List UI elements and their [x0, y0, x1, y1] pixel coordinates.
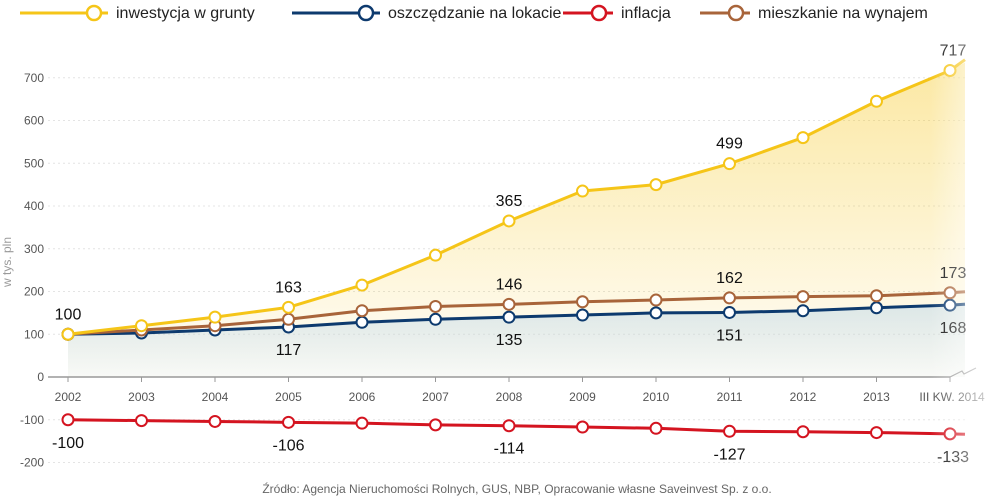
series-line-mieszkanie-na-wynajem — [67, 290, 966, 336]
point-mieszkanie-na-wynajem-5 — [429, 299, 442, 313]
point-inflacja-0 — [61, 413, 75, 427]
legend-marker-inwestycja-w-grunty — [85, 4, 103, 22]
point-oszczedzanie-na-lokacie-8 — [649, 306, 663, 320]
point-oszczedzanie-na-lokacie-6 — [502, 310, 516, 324]
point-inwestycja-w-grunty-11 — [870, 94, 883, 108]
x-tick-label: 2005 — [275, 390, 302, 404]
x-tick-label: 2003 — [128, 390, 155, 404]
point-inwestycja-w-grunty-5 — [429, 248, 442, 262]
point-oszczedzanie-na-lokacie-5 — [429, 312, 442, 326]
point-inwestycja-w-grunty-2 — [208, 310, 222, 324]
y-tick-label: -100 — [20, 413, 44, 427]
series-line-oszczedzanie-na-lokacie — [67, 302, 966, 336]
data-label-mieszkanie-na-wynajem: 146 — [496, 276, 523, 293]
data-label-inwestycja-w-grunty: 163 — [275, 279, 302, 296]
point-mieszkanie-na-wynajem-9 — [723, 291, 736, 305]
point-mieszkanie-na-wynajem-4 — [355, 304, 369, 318]
legend-label-inwestycja-w-grunty: inwestycja w grunty — [116, 5, 255, 22]
point-inflacja-4 — [355, 416, 369, 430]
legend-label-oszczedzanie-na-lokacie: oszczędzanie na lokacie — [388, 5, 562, 22]
legend-marker-inflacja — [590, 4, 608, 22]
point-oszczedzanie-na-lokacie-7 — [576, 308, 589, 322]
legend-marker-oszczedzanie-na-lokacie — [357, 4, 375, 22]
data-label-inwestycja-w-grunty: 365 — [496, 193, 523, 210]
point-oszczedzanie-na-lokacie-10 — [796, 304, 810, 318]
data-label-inflacja: -100 — [52, 435, 84, 452]
point-mieszkanie-na-wynajem-3 — [282, 312, 295, 326]
x-tick-label: 2006 — [349, 390, 376, 404]
x-tick-label: 2013 — [863, 390, 890, 404]
x-tick-label: 2011 — [717, 390, 743, 404]
point-inwestycja-w-grunty-1 — [135, 319, 148, 333]
x-tick-label: 2004 — [202, 390, 229, 404]
y-tick-label: 700 — [24, 71, 44, 85]
y-tick-label: 300 — [24, 242, 44, 256]
point-inflacja-7 — [576, 420, 589, 434]
point-oszczedzanie-na-lokacie-4 — [355, 315, 369, 329]
point-mieszkanie-na-wynajem-6 — [502, 297, 516, 311]
point-inwestycja-w-grunty-0 — [61, 327, 75, 341]
point-inflacja-11 — [870, 426, 883, 440]
data-label-inflacja: -114 — [494, 441, 525, 458]
legend: inwestycja w grunty oszczędzanie na lokac… — [20, 4, 928, 22]
point-inflacja-6 — [502, 419, 516, 433]
point-inflacja-10 — [796, 425, 810, 439]
point-inflacja-1 — [135, 414, 148, 428]
y-tick-label: 200 — [24, 285, 44, 299]
data-label-mieszkanie-na-wynajem: 162 — [716, 270, 743, 287]
legend-label-inflacja: inflacja — [621, 5, 671, 22]
y-tick-label: -200 — [20, 456, 44, 470]
x-tick-label: 2008 — [496, 390, 523, 404]
data-label-oszczedzanie-na-lokacie: 117 — [276, 342, 302, 359]
y-tick-label: 100 — [24, 327, 44, 341]
point-inflacja-3 — [282, 415, 295, 429]
data-label-inwestycja-w-grunty: 499 — [716, 136, 743, 153]
legend-marker-mieszkanie-na-wynajem — [727, 4, 745, 22]
point-mieszkanie-na-wynajem-11 — [870, 289, 883, 303]
point-mieszkanie-na-wynajem-8 — [649, 293, 663, 307]
y-tick-label: 500 — [24, 156, 44, 170]
point-inwestycja-w-grunty-9 — [723, 157, 736, 171]
x-tick-label: 2002 — [55, 390, 82, 404]
data-label-inwestycja-w-grunty: 100 — [55, 306, 82, 323]
point-inwestycja-w-grunty-4 — [355, 278, 369, 292]
point-inflacja-2 — [208, 414, 222, 428]
point-inwestycja-w-grunty-7 — [576, 184, 589, 198]
y-tick-label: 0 — [37, 370, 44, 384]
y-tick-label: 600 — [24, 114, 44, 128]
point-inflacja-5 — [429, 418, 442, 432]
y-tick-label: 400 — [24, 199, 44, 213]
point-inflacja-9 — [723, 424, 736, 438]
x-tick-label: 2009 — [569, 390, 596, 404]
x-tick-label: 2012 — [790, 390, 817, 404]
area-fill-oszczedzanie-na-lokacie — [68, 302, 965, 377]
point-oszczedzanie-na-lokacie-9 — [723, 305, 736, 319]
point-oszczedzanie-na-lokacie-11 — [870, 301, 883, 315]
right-fade-overlay — [930, 40, 1000, 470]
data-label-oszczedzanie-na-lokacie: 151 — [716, 327, 743, 344]
point-inwestycja-w-grunty-6 — [502, 214, 516, 228]
y-axis-label: w tys. pln — [0, 237, 14, 288]
data-label-inflacja: -106 — [272, 437, 304, 454]
x-tick-label: 2010 — [643, 390, 670, 404]
point-inflacja-8 — [649, 421, 663, 435]
point-inwestycja-w-grunty-8 — [649, 178, 663, 192]
source-note: Źródło: Agencja Nieruchomości Rolnych, G… — [262, 481, 771, 496]
point-mieszkanie-na-wynajem-7 — [576, 295, 589, 309]
point-inwestycja-w-grunty-10 — [796, 131, 810, 145]
point-inwestycja-w-grunty-3 — [282, 300, 295, 314]
series-line-inflacja — [67, 418, 966, 436]
gridlines: -200 -100 0 100 200 300 400 500 600 700 w tys. pln — [0, 71, 965, 470]
data-label-inflacja: -127 — [713, 446, 745, 463]
legend-label-mieszkanie-na-wynajem: mieszkanie na wynajem — [758, 5, 928, 22]
series-line-inwestycja-w-grunty — [67, 58, 966, 336]
point-mieszkanie-na-wynajem-10 — [796, 290, 810, 304]
data-label-oszczedzanie-na-lokacie: 135 — [496, 332, 523, 349]
x-tick-label: 2007 — [422, 390, 449, 404]
